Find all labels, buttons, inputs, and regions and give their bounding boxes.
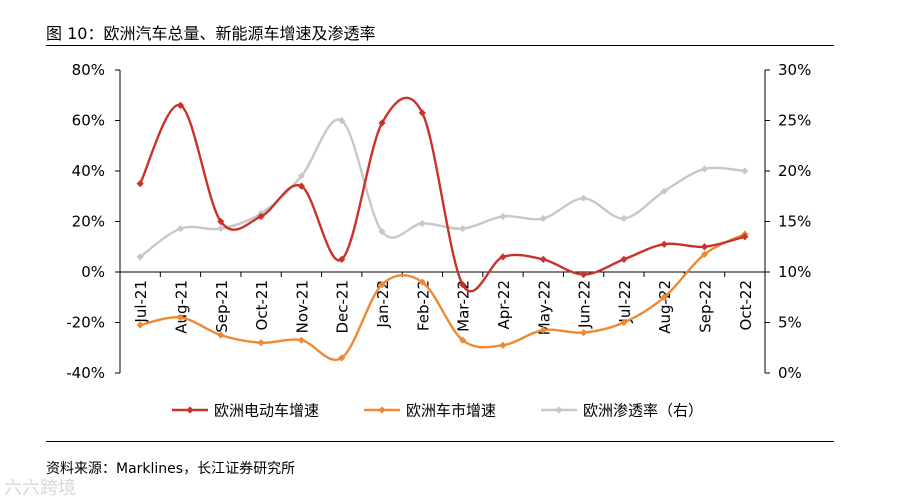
series-point-1 [660, 293, 668, 301]
x-tick-label: Feb-22 [414, 280, 432, 331]
series-point-1 [499, 341, 507, 349]
legend-label-2: 欧洲渗透率（右） [583, 402, 703, 420]
x-tick-label: Sep-22 [697, 280, 715, 333]
chart-title: 图 10：欧洲汽车总量、新能源车增速及渗透率 [46, 24, 376, 43]
series-point-2 [217, 224, 225, 233]
x-tick-label: Jun-22 [576, 280, 594, 329]
series-point-2 [579, 194, 588, 202]
legend-marker-0 [186, 406, 194, 414]
series-point-2 [418, 219, 426, 228]
series-point-1 [297, 336, 306, 344]
legend-marker-2 [555, 406, 563, 414]
right-tick-label: 20% [778, 162, 811, 180]
series-point-0 [579, 270, 588, 279]
left-tick-label: 80% [72, 61, 105, 79]
x-tick-label: Mar-22 [455, 280, 473, 332]
right-tick-label: 15% [778, 213, 811, 231]
series-point-0 [176, 101, 185, 109]
series-point-0 [499, 253, 507, 261]
right-tick-label: 0% [778, 364, 802, 382]
series-point-0 [338, 255, 346, 263]
x-tick-label: May-22 [535, 280, 553, 335]
series-point-1 [136, 321, 144, 329]
left-tick-label: -40% [66, 364, 105, 382]
series-line-1 [139, 233, 746, 362]
left-tick-label: 40% [72, 162, 105, 180]
series-point-1 [620, 318, 628, 327]
series-point-0 [539, 255, 547, 263]
series-point-2 [660, 187, 668, 195]
x-tick-label: Oct-22 [737, 280, 755, 330]
series-point-1 [257, 339, 265, 347]
series-point-1 [176, 313, 185, 322]
x-tick-label: Dec-21 [334, 280, 352, 334]
x-tick-label: Sep-21 [213, 280, 231, 333]
series-point-2 [297, 172, 306, 180]
left-tick-label: 0% [81, 263, 105, 281]
series-point-1 [378, 281, 386, 289]
series-point-0 [700, 243, 709, 251]
series-point-0 [620, 255, 628, 263]
legend-marker-1 [378, 406, 386, 414]
series-point-0 [418, 109, 426, 117]
series-point-0 [660, 240, 668, 248]
series-point-2 [176, 224, 185, 233]
series-point-2 [499, 212, 507, 221]
left-tick-label: -20% [66, 314, 105, 332]
left-tick-label: 60% [72, 112, 105, 130]
x-tick-label: Oct-21 [253, 280, 271, 330]
series-point-2 [539, 214, 547, 223]
right-tick-label: 25% [778, 112, 811, 130]
x-tick-label: Jan-22 [374, 280, 392, 329]
right-tick-label: 5% [778, 314, 802, 332]
series-point-1 [539, 326, 547, 334]
series-point-0 [136, 180, 144, 188]
series-point-1 [217, 331, 225, 339]
series-point-1 [459, 336, 467, 344]
x-tick-label: Aug-22 [656, 280, 674, 334]
x-tick-label: Apr-22 [495, 280, 513, 330]
x-tick-label: Nov-21 [293, 280, 311, 333]
series-point-0 [297, 182, 306, 190]
legend-label-1: 欧洲车市增速 [406, 402, 496, 420]
legend-label-0: 欧洲电动车增速 [214, 402, 319, 420]
x-tick-label: Aug-21 [172, 280, 190, 334]
series-point-2 [741, 167, 749, 175]
series-point-0 [459, 281, 467, 289]
series-point-0 [378, 119, 386, 127]
series-line-0 [139, 96, 746, 293]
left-tick-label: 20% [72, 213, 105, 231]
series-point-0 [257, 212, 265, 221]
source-divider [46, 441, 834, 442]
title-divider [46, 45, 834, 46]
series-line-2 [139, 118, 745, 258]
series-point-2 [459, 224, 467, 233]
series-point-0 [217, 217, 225, 226]
series-point-0 [741, 233, 749, 241]
series-point-1 [579, 329, 588, 337]
x-tick-label: Jul-21 [132, 280, 150, 324]
right-tick-label: 30% [778, 61, 811, 79]
source-note: 资料来源：Marklines，长江证券研究所 [46, 461, 296, 477]
series-point-2 [338, 116, 346, 125]
x-tick-label: Jul-22 [616, 280, 634, 324]
series-point-1 [338, 354, 346, 362]
series-point-2 [136, 253, 144, 261]
series-point-1 [418, 278, 426, 286]
right-tick-label: 10% [778, 263, 811, 281]
series-point-2 [378, 228, 386, 236]
series-point-2 [700, 165, 709, 173]
watermark: 六六跨境 [4, 478, 76, 499]
series-point-1 [700, 250, 709, 258]
series-point-2 [620, 214, 628, 223]
